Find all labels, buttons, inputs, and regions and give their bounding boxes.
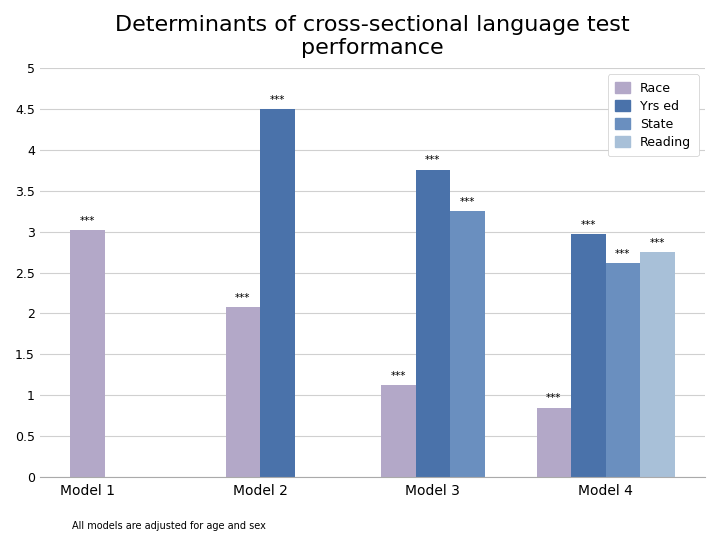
Text: All models are adjusted for age and sex: All models are adjusted for age and sex: [72, 521, 266, 531]
Bar: [70, 230, 104, 477]
Text: ***: ***: [546, 394, 562, 403]
Legend: Race, Yrs ed, State, Reading: Race, Yrs ed, State, Reading: [608, 75, 698, 157]
Text: ***: ***: [581, 220, 596, 230]
Bar: [415, 170, 450, 477]
Title: Determinants of cross-sectional language test
performance: Determinants of cross-sectional language…: [115, 15, 630, 58]
Text: ***: ***: [235, 293, 251, 303]
Text: ***: ***: [391, 372, 406, 381]
Bar: [571, 234, 606, 477]
Bar: [381, 386, 415, 477]
Text: ***: ***: [80, 216, 95, 226]
Bar: [606, 263, 640, 477]
Text: ***: ***: [426, 156, 441, 165]
Bar: [225, 307, 260, 477]
Text: ***: ***: [616, 248, 631, 259]
Bar: [260, 109, 294, 477]
Text: ***: ***: [270, 95, 285, 105]
Bar: [640, 252, 675, 477]
Text: ***: ***: [650, 238, 665, 248]
Bar: [450, 211, 485, 477]
Bar: [536, 408, 571, 477]
Text: ***: ***: [460, 197, 475, 207]
